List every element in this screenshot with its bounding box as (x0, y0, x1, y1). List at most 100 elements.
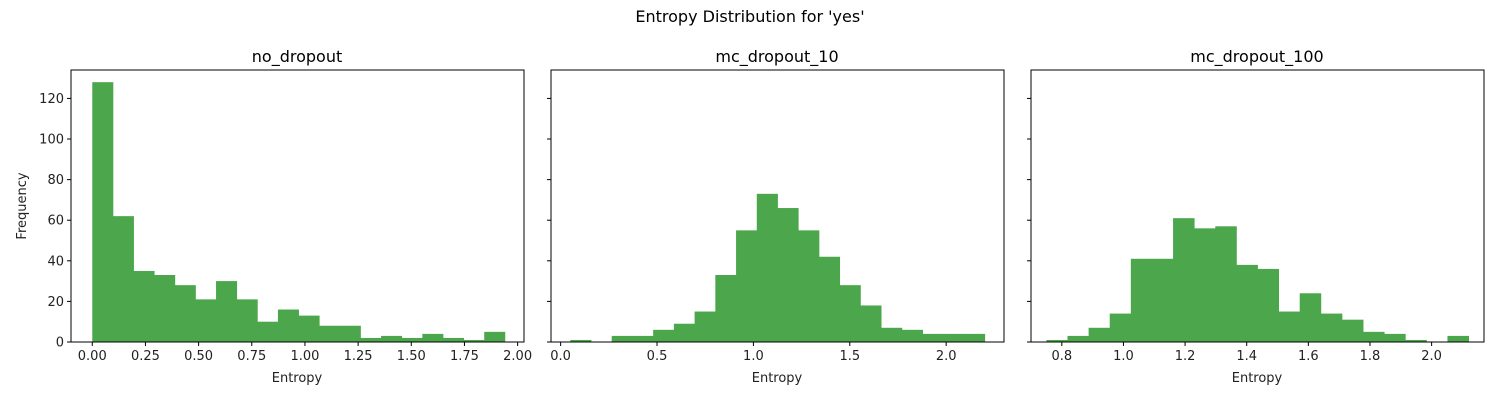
x-tick-label: 2.00 (503, 349, 532, 364)
figure-suptitle: Entropy Distribution for 'yes' (635, 7, 864, 26)
histogram-bar (174, 285, 196, 342)
y-tick-label: 120 (39, 92, 64, 107)
x-tick-label: 1.2 (1175, 349, 1196, 364)
axes-frame (70, 69, 525, 343)
histogram-bar (964, 333, 986, 342)
y-ticks (547, 97, 551, 343)
y-axis-label: Frequency (15, 172, 30, 239)
histogram-bar (1278, 311, 1301, 342)
histogram-bar (1109, 313, 1132, 342)
histogram-bar (1405, 339, 1427, 342)
histogram-bar (1384, 333, 1406, 342)
histogram-bar (1363, 331, 1385, 342)
panel-title: mc_dropout_10 (715, 47, 838, 67)
histogram-bar (653, 329, 675, 342)
histogram-bar (319, 325, 341, 342)
y-ticks: 0 20 40 60 80 100 120 (39, 92, 71, 351)
x-tick-label: 1.00 (290, 349, 319, 364)
panel-mc-dropout-100: mc_dropout_100 0.8 1.0 1.2 1.4 1.6 1.8 2.0 Ent… (1027, 47, 1485, 386)
x-ticks: 0.0 0.5 1.0 1.5 2.0 (550, 342, 957, 364)
x-tick-label: 1.0 (1113, 349, 1134, 364)
histogram-bar (133, 270, 155, 342)
y-tick-label: 40 (47, 254, 64, 269)
histogram-bar (860, 305, 882, 342)
histogram-bar (298, 315, 320, 342)
histogram-bar (381, 335, 403, 342)
histogram-bar (901, 329, 923, 342)
x-tick-label: 1.75 (450, 349, 479, 364)
histogram-bar (1320, 313, 1343, 342)
histogram-bar (216, 281, 238, 342)
x-tick-label: 0.8 (1051, 349, 1072, 364)
x-ticks: 0.00 0.25 0.50 0.75 1.00 1.25 1.50 1.75 2.00 (78, 342, 532, 364)
histogram-bar (422, 333, 444, 342)
x-tick-label: 1.0 (743, 349, 764, 364)
histogram-bar (632, 335, 654, 342)
y-tick-label: 80 (47, 173, 64, 188)
x-ticks: 0.8 1.0 1.2 1.4 1.6 1.8 2.0 (1051, 342, 1442, 364)
y-tick-label: 20 (47, 295, 64, 310)
x-axis-label: Entropy (272, 371, 323, 386)
histogram-bar (401, 337, 423, 342)
panel-no-dropout: no_dropout 0.00 0.25 0.50 0.75 1.00 1.25 1.50 1… (39, 47, 532, 386)
x-tick-label: 0.50 (184, 349, 213, 364)
axes-frame (1030, 69, 1485, 343)
histogram-bar (1215, 226, 1237, 342)
histogram-bar (798, 230, 820, 342)
y-ticks (1027, 97, 1031, 343)
histogram-bar (839, 285, 861, 342)
histogram-bar (943, 333, 965, 342)
x-tick-label: 1.4 (1236, 349, 1257, 364)
histogram-bar (694, 311, 716, 342)
y-tick-label: 0 (56, 336, 64, 351)
histogram-bar (442, 337, 464, 342)
histogram-bar (1046, 339, 1068, 342)
histogram-bar (736, 230, 758, 342)
histogram-bar (154, 275, 176, 342)
histogram-bar (818, 256, 841, 342)
histogram-bar (1447, 335, 1469, 342)
histogram-bar (1299, 293, 1322, 342)
bars (92, 82, 506, 343)
bars (1046, 218, 1469, 342)
x-tick-label: 0.75 (237, 349, 266, 364)
histogram-bar (92, 82, 114, 343)
x-tick-label: 0.0 (550, 349, 571, 364)
histogram-bar (1088, 327, 1111, 342)
panel-mc-dropout-10: mc_dropout_10 0.0 0.5 1.0 1.5 2.0 Entropy (547, 47, 1005, 386)
histogram-bar (1257, 268, 1280, 342)
x-tick-label: 2.0 (1421, 349, 1442, 364)
histogram-bar (777, 208, 799, 342)
axes-frame (550, 69, 1005, 343)
x-tick-label: 1.6 (1298, 349, 1319, 364)
histogram-bar (611, 335, 633, 342)
histogram-bar (756, 193, 778, 342)
x-tick-label: 1.8 (1360, 349, 1381, 364)
histogram-bar (1151, 258, 1174, 342)
histogram-bar (1236, 264, 1258, 342)
histogram-bar (195, 299, 217, 342)
x-tick-label: 1.5 (839, 349, 860, 364)
bars (570, 193, 986, 342)
histogram-bar (922, 333, 944, 342)
histogram-bar (339, 325, 361, 342)
x-tick-label: 1.50 (397, 349, 426, 364)
x-tick-label: 2.0 (936, 349, 957, 364)
x-tick-label: 0.00 (78, 349, 107, 364)
histogram-bar (1130, 258, 1153, 342)
x-tick-label: 0.5 (647, 349, 668, 364)
histogram-bar (673, 323, 696, 342)
histogram-bar (257, 321, 279, 342)
histogram-bar (1173, 218, 1195, 342)
x-tick-label: 1.25 (344, 349, 373, 364)
x-axis-label: Entropy (752, 371, 803, 386)
histogram-bar (1067, 335, 1090, 342)
histogram-bar (1341, 319, 1364, 342)
histogram-bar (570, 339, 592, 342)
histogram-bar (881, 327, 903, 342)
histogram-bar (484, 331, 506, 342)
histogram-bar (1194, 228, 1216, 342)
panel-title: mc_dropout_100 (1190, 47, 1323, 67)
histogram-bar (715, 275, 737, 342)
